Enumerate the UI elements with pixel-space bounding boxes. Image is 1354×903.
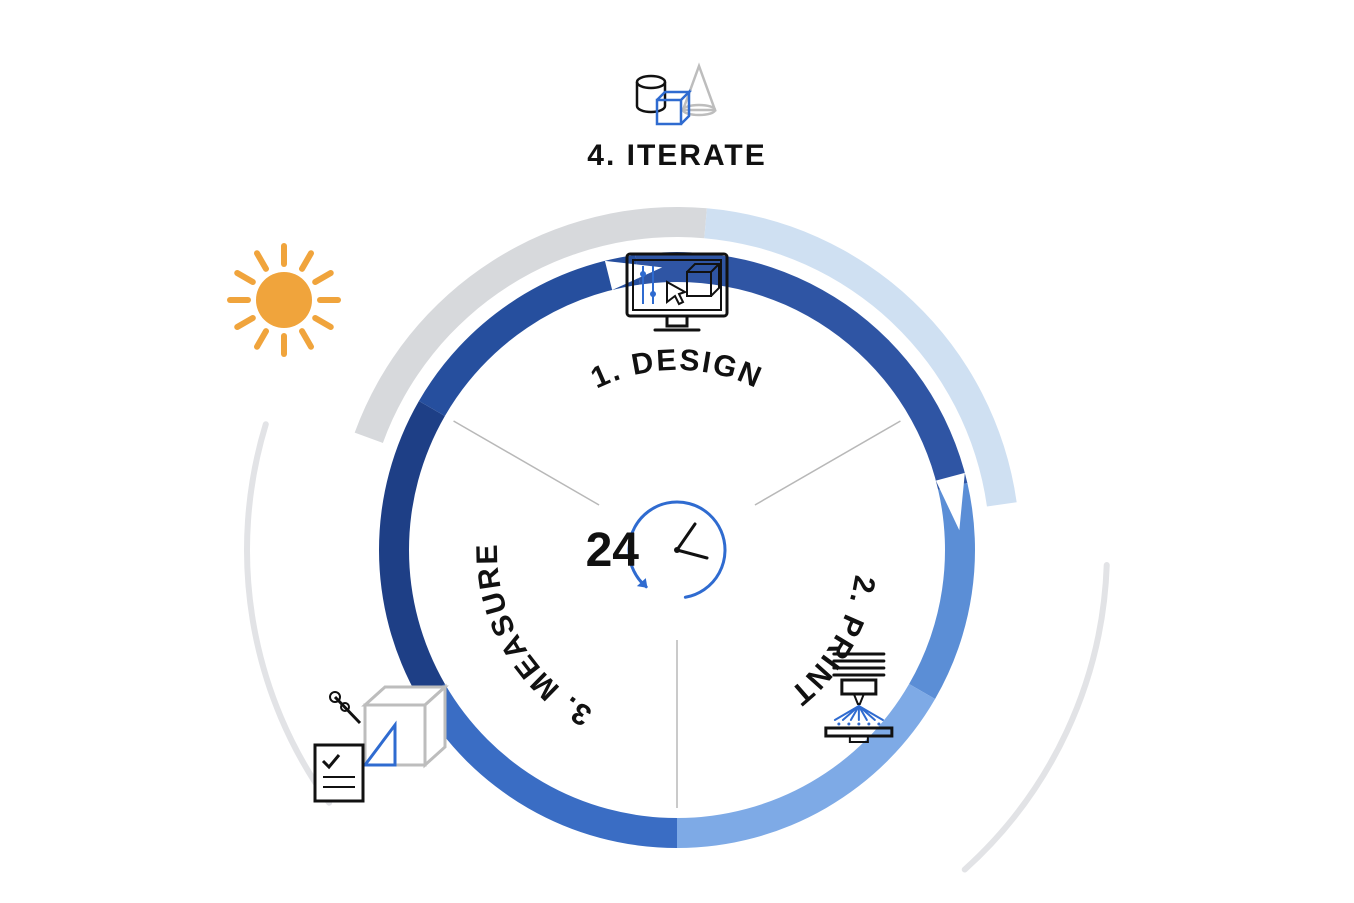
- sun-icon: [230, 246, 338, 354]
- center-hours-text: 24: [586, 524, 640, 577]
- moon-orbit-arc: [965, 565, 1107, 870]
- print-head-icon: [826, 654, 892, 742]
- divider-line: [755, 421, 900, 505]
- step-label-iterate: 4. ITERATE: [587, 139, 766, 172]
- ring-segment-1: [909, 483, 975, 699]
- divider-line: [454, 421, 599, 505]
- iterate-3d-icon: [637, 66, 715, 124]
- iterate-band-right: [704, 208, 1016, 506]
- step-label-measure: 3. MEASURE: [471, 542, 597, 732]
- center-clock: 24: [586, 502, 725, 597]
- step-label-design: 1. DESIGN: [586, 344, 767, 395]
- measure-cube-icon: [315, 687, 445, 801]
- step-label-print: 2. PRINT: [783, 573, 881, 712]
- ring-segment-4: [379, 401, 445, 699]
